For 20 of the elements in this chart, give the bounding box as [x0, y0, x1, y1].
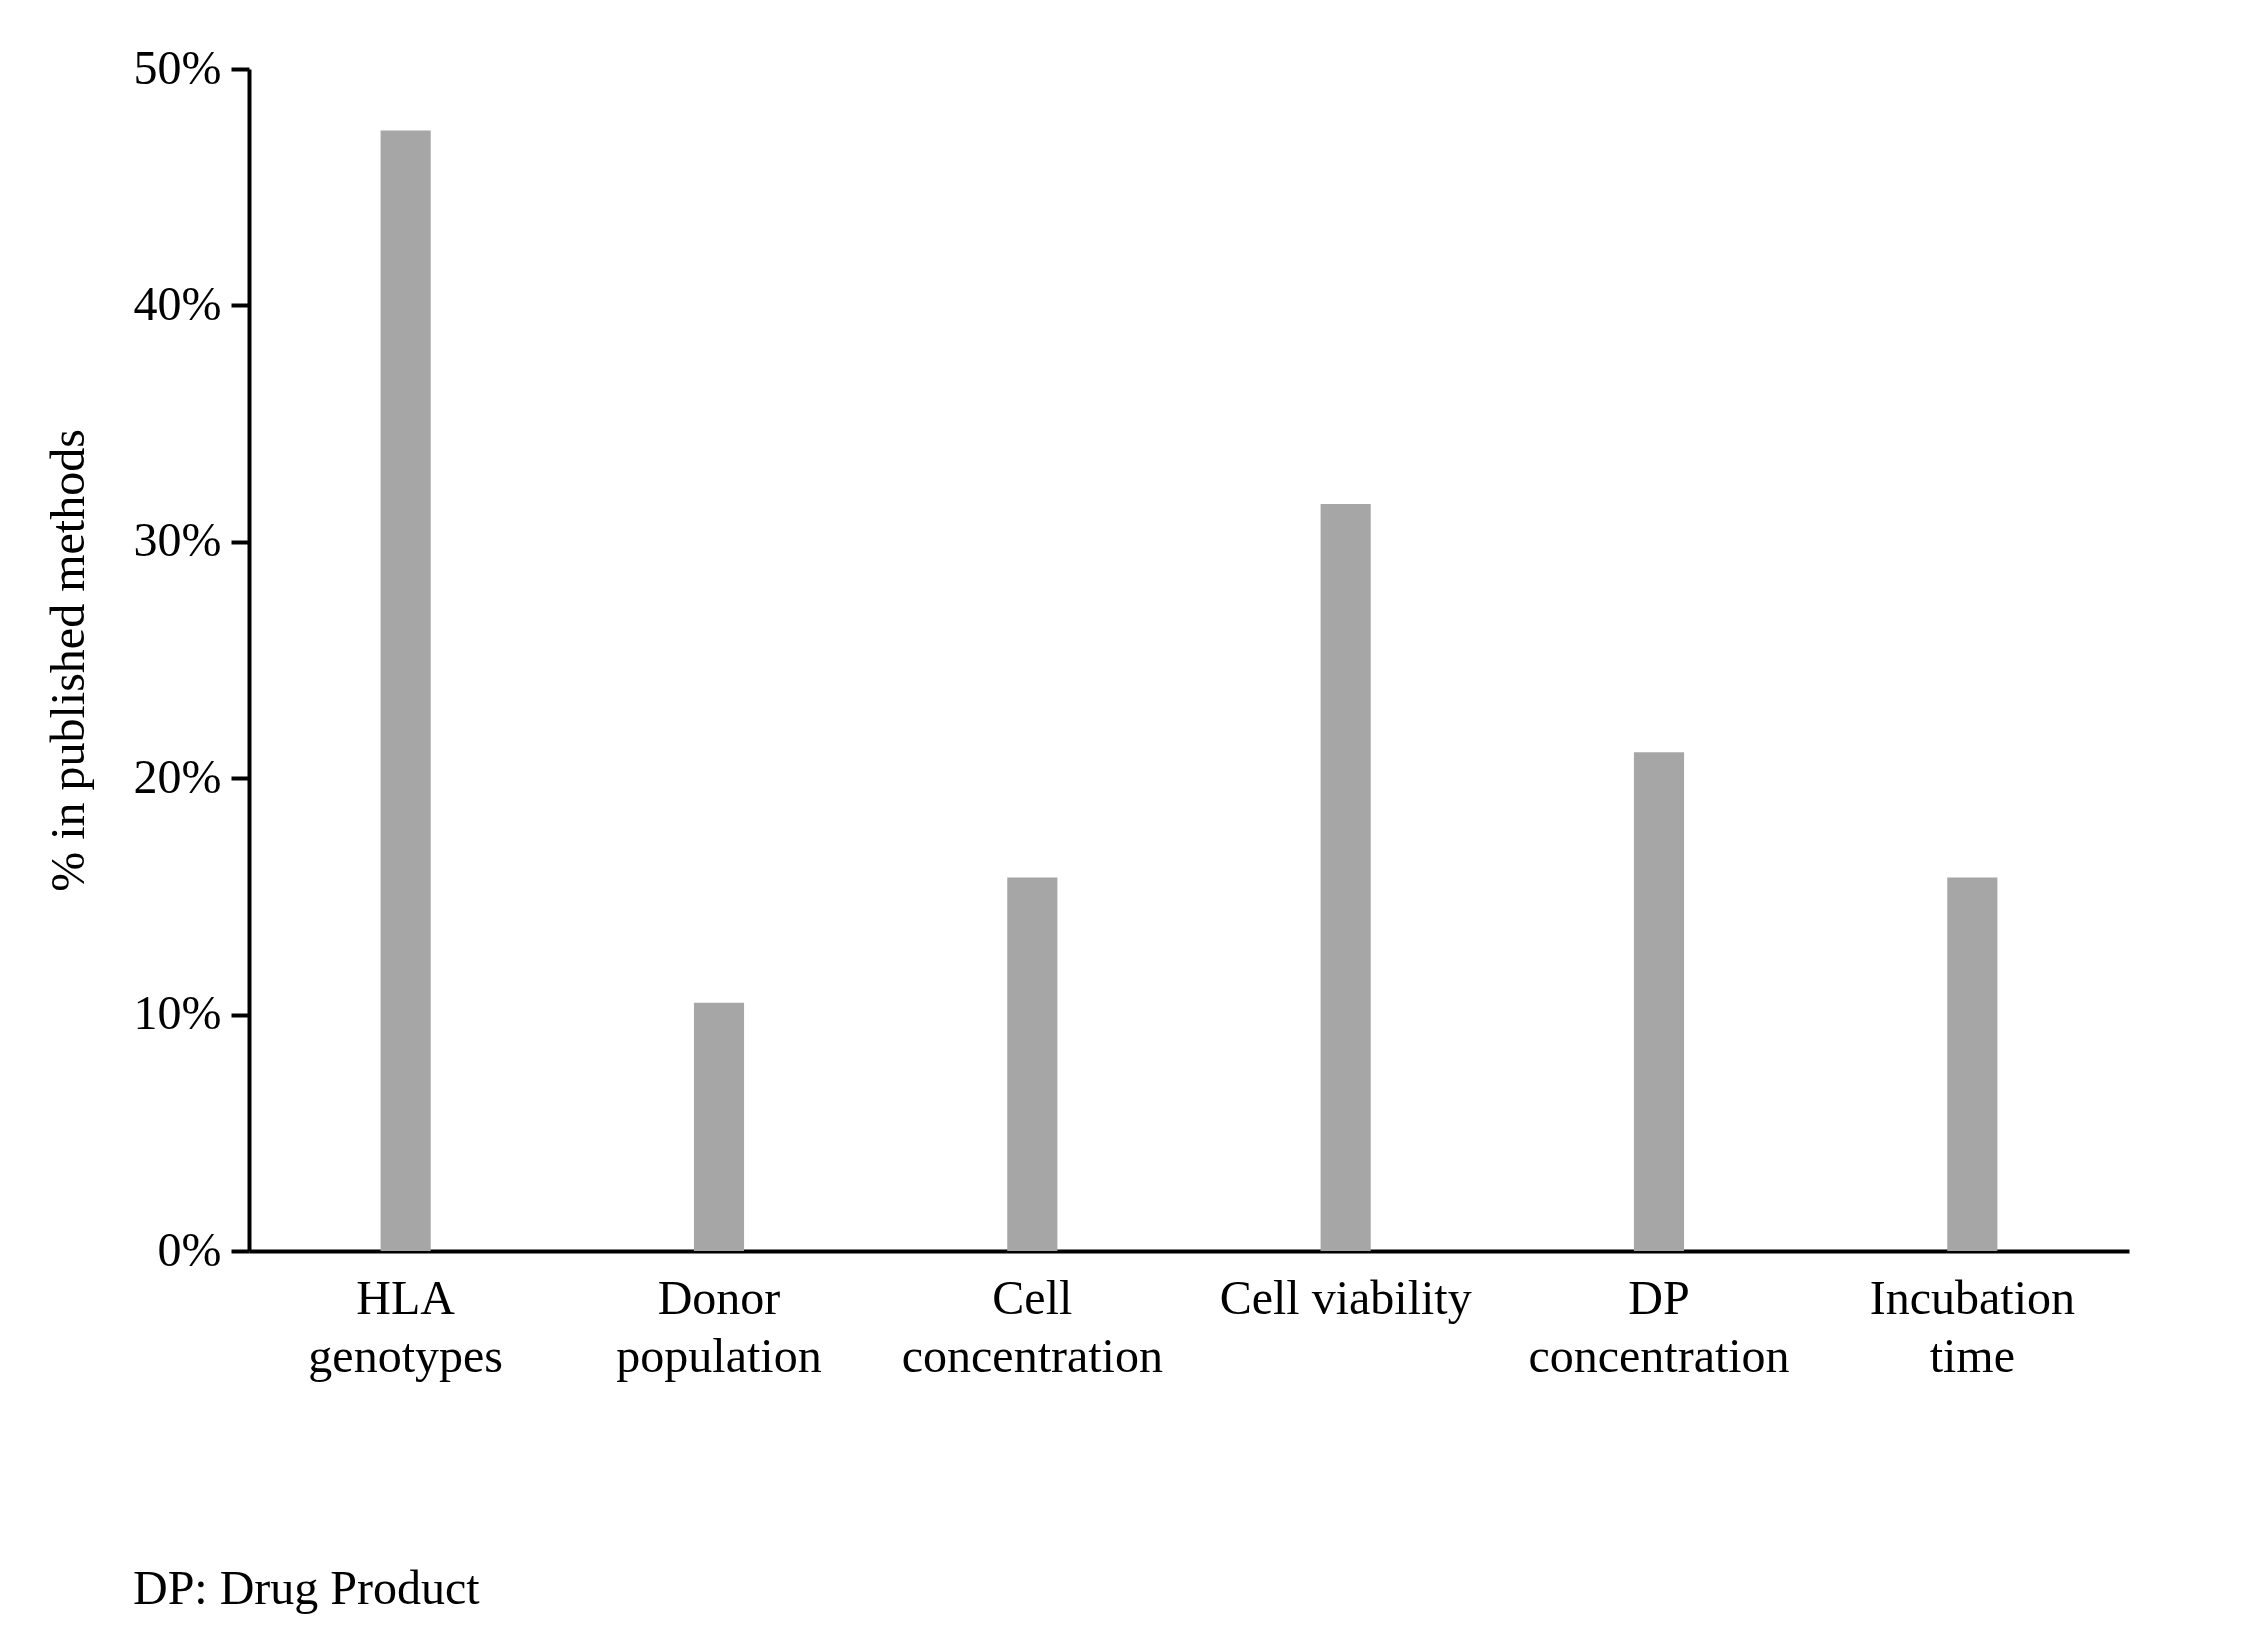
y-tick-label: 30% — [133, 513, 222, 567]
x-tick-label: Cell viability — [1219, 1270, 1472, 1324]
y-tick-label: 10% — [133, 986, 222, 1040]
y-tick-label: 20% — [133, 749, 222, 803]
bar — [1633, 752, 1685, 1251]
x-tick-label: Cell concentration — [901, 1270, 1163, 1382]
x-tick-label: HLA genotypes — [308, 1270, 503, 1382]
x-tick-label: Incubation time — [1869, 1270, 2075, 1382]
bar — [1320, 503, 1371, 1251]
x-tick-label: Donor population — [616, 1270, 822, 1382]
bar — [380, 130, 431, 1251]
bar — [693, 1002, 745, 1251]
bar — [1007, 877, 1058, 1251]
y-tick-label: 40% — [133, 276, 222, 330]
x-tick-label: DP concentration — [1528, 1270, 1790, 1382]
y-tick-label: 0% — [157, 1222, 222, 1276]
text: DP: Drug Product — [133, 1560, 480, 1615]
bar — [1947, 877, 1998, 1251]
y-axis-title: % in published methods — [40, 429, 94, 892]
y-tick-label: 50% — [133, 40, 222, 94]
